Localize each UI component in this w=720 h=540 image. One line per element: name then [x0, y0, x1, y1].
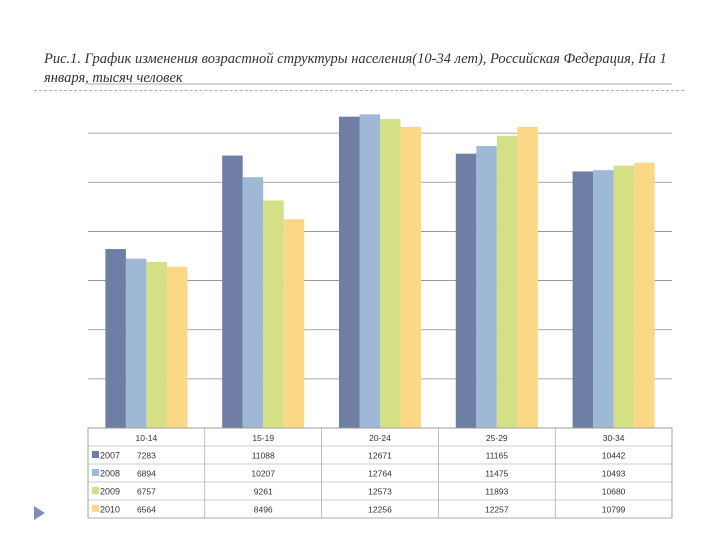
data-label: 11475	[485, 469, 508, 479]
legend-swatch-2009	[92, 487, 99, 494]
legend-label-2008: 2008	[100, 469, 120, 479]
bar-2007-10-14	[105, 249, 126, 428]
bar-2007-20-24	[339, 116, 360, 428]
bar-2010-30-34	[634, 162, 655, 428]
legend-label-2007: 2007	[100, 451, 120, 461]
bar-2007-25-29	[455, 153, 477, 428]
bar-2009-10-14	[146, 261, 167, 428]
bar-2007-15-19	[222, 155, 243, 428]
bar-2008-10-14	[125, 258, 147, 428]
legend-swatch-2007	[92, 451, 99, 458]
bar-2010-25-29	[517, 126, 538, 428]
data-label: 12573	[368, 487, 392, 497]
bar-2008-30-34	[593, 170, 614, 428]
data-label: 10442	[602, 451, 626, 461]
bar-2009-25-29	[496, 135, 518, 428]
bar-2008-25-29	[476, 146, 497, 429]
title-divider	[34, 90, 684, 91]
bar-2010-10-14	[166, 266, 188, 428]
bar-2009-15-19	[263, 200, 284, 428]
category-label: 15-19	[252, 433, 274, 443]
category-label: 25-29	[486, 433, 508, 443]
bar-2010-15-19	[283, 219, 305, 428]
data-label: 11893	[485, 487, 508, 497]
data-label: 10207	[251, 469, 275, 479]
category-label: 30-34	[603, 433, 625, 443]
bar-2009-30-34	[613, 165, 635, 428]
data-label: 12257	[485, 505, 509, 515]
data-label: 12764	[368, 469, 392, 479]
legend-label-2010: 2010	[100, 505, 120, 515]
data-label: 9261	[254, 487, 273, 497]
data-label: 10799	[602, 505, 626, 515]
bar-2009-20-24	[380, 119, 401, 429]
data-label: 8496	[254, 505, 273, 515]
bar-2007-30-34	[572, 171, 594, 428]
legend-swatch-2010	[92, 505, 99, 512]
category-label: 10-14	[136, 433, 158, 443]
chart-title: Рис.1. График изменения возрастной струк…	[44, 51, 667, 86]
category-label: 20-24	[369, 433, 391, 443]
data-table: 10-14 15-19 20-24 25-29 30-34 2007 7283 11088 12…	[87, 427, 673, 519]
legend-swatch-2008	[92, 469, 99, 476]
data-label: 11088	[252, 451, 275, 461]
data-label: 11165	[486, 451, 509, 461]
data-label: 6564	[137, 505, 156, 515]
legend-label-2009: 2009	[100, 487, 120, 497]
data-label: 10493	[602, 469, 626, 479]
bar-2008-20-24	[359, 114, 380, 428]
data-label: 10680	[602, 487, 626, 497]
bar-2008-15-19	[242, 177, 264, 428]
data-label: 6894	[137, 469, 156, 479]
data-label: 6757	[137, 487, 156, 497]
slide-marker-triangle-icon	[34, 506, 45, 520]
bar-2010-20-24	[400, 126, 421, 428]
data-label: 7283	[137, 451, 156, 461]
data-label: 12256	[368, 505, 392, 515]
data-label: 12671	[368, 451, 392, 461]
bar-series	[105, 114, 655, 429]
